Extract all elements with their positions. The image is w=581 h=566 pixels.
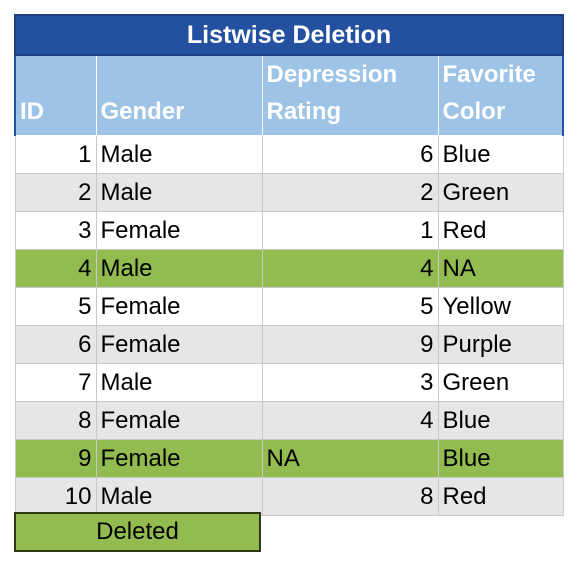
table-row: 9 Female NA Blue	[14, 439, 564, 478]
cell-gender: Female	[95, 401, 263, 440]
cell-id: 5	[14, 287, 97, 326]
cell-favorite-color: Blue	[437, 135, 564, 174]
table-row: 2 Male 2 Green	[14, 173, 564, 212]
table-row: 1 Male 6 Blue	[14, 135, 564, 174]
cell-favorite-color: Green	[437, 363, 564, 402]
header-id: ID	[14, 54, 97, 136]
cell-gender: Female	[95, 211, 263, 250]
cell-gender: Female	[95, 287, 263, 326]
cell-depression-rating: 9	[261, 325, 439, 364]
cell-id: 10	[14, 477, 97, 516]
table-row: 3 Female 1 Red	[14, 211, 564, 250]
table-title: Listwise Deletion	[13, 14, 565, 56]
deleted-legend: Deleted	[14, 512, 261, 552]
header-depression-rating: Depression Rating	[261, 54, 439, 136]
header-favorite-color: Favorite Color	[437, 54, 565, 136]
cell-depression-rating: 4	[261, 401, 439, 440]
header-depression-rating-line1: Depression	[266, 61, 398, 88]
cell-depression-rating: 3	[261, 363, 439, 402]
header-favorite-color-line1: Favorite	[442, 61, 536, 88]
table-row: 10 Male 8 Red	[14, 477, 564, 516]
header-favorite-color-line2: Color	[442, 98, 506, 125]
cell-gender: Female	[95, 325, 263, 364]
table-row: 8 Female 4 Blue	[14, 401, 564, 440]
cell-gender: Male	[95, 249, 263, 288]
cell-favorite-color: Blue	[437, 401, 564, 440]
header-gender: Gender	[95, 54, 263, 136]
cell-gender: Female	[95, 439, 263, 478]
cell-depression-rating: NA	[261, 439, 439, 478]
cell-id: 1	[14, 135, 97, 174]
table-row: 5 Female 5 Yellow	[14, 287, 564, 326]
cell-depression-rating: 2	[261, 173, 439, 212]
header-row: ID Gender Depression Rating Favorite Col…	[14, 54, 565, 136]
table-row: 4 Male 4 NA	[14, 249, 564, 288]
data-table: Listwise Deletion ID Gender Depression R…	[13, 14, 565, 516]
cell-depression-rating: 6	[261, 135, 439, 174]
cell-favorite-color: Yellow	[437, 287, 564, 326]
listwise-deletion-sheet: Listwise Deletion ID Gender Depression R…	[13, 14, 565, 552]
table-row: 7 Male 3 Green	[14, 363, 564, 402]
cell-favorite-color: Purple	[437, 325, 564, 364]
cell-id: 9	[14, 439, 97, 478]
header-depression-rating-line2: Rating	[266, 98, 342, 125]
cell-id: 7	[14, 363, 97, 402]
cell-gender: Male	[95, 477, 263, 516]
title-row: Listwise Deletion	[13, 14, 565, 56]
cell-depression-rating: 8	[261, 477, 439, 516]
cell-favorite-color: Blue	[437, 439, 564, 478]
cell-favorite-color: Red	[437, 477, 564, 516]
cell-gender: Male	[95, 173, 263, 212]
cell-favorite-color: Green	[437, 173, 564, 212]
cell-id: 6	[14, 325, 97, 364]
cell-gender: Male	[95, 363, 263, 402]
cell-depression-rating: 4	[261, 249, 439, 288]
cell-depression-rating: 5	[261, 287, 439, 326]
cell-depression-rating: 1	[261, 211, 439, 250]
table-body: 1 Male 6 Blue 2 Male 2 Green 3 Female 1 Red 4 Male 4 NA…	[14, 135, 564, 516]
cell-id: 2	[14, 173, 97, 212]
cell-id: 3	[14, 211, 97, 250]
cell-gender: Male	[95, 135, 263, 174]
cell-favorite-color: Red	[437, 211, 564, 250]
table-row: 6 Female 9 Purple	[14, 325, 564, 364]
cell-favorite-color: NA	[437, 249, 564, 288]
cell-id: 4	[14, 249, 97, 288]
cell-id: 8	[14, 401, 97, 440]
